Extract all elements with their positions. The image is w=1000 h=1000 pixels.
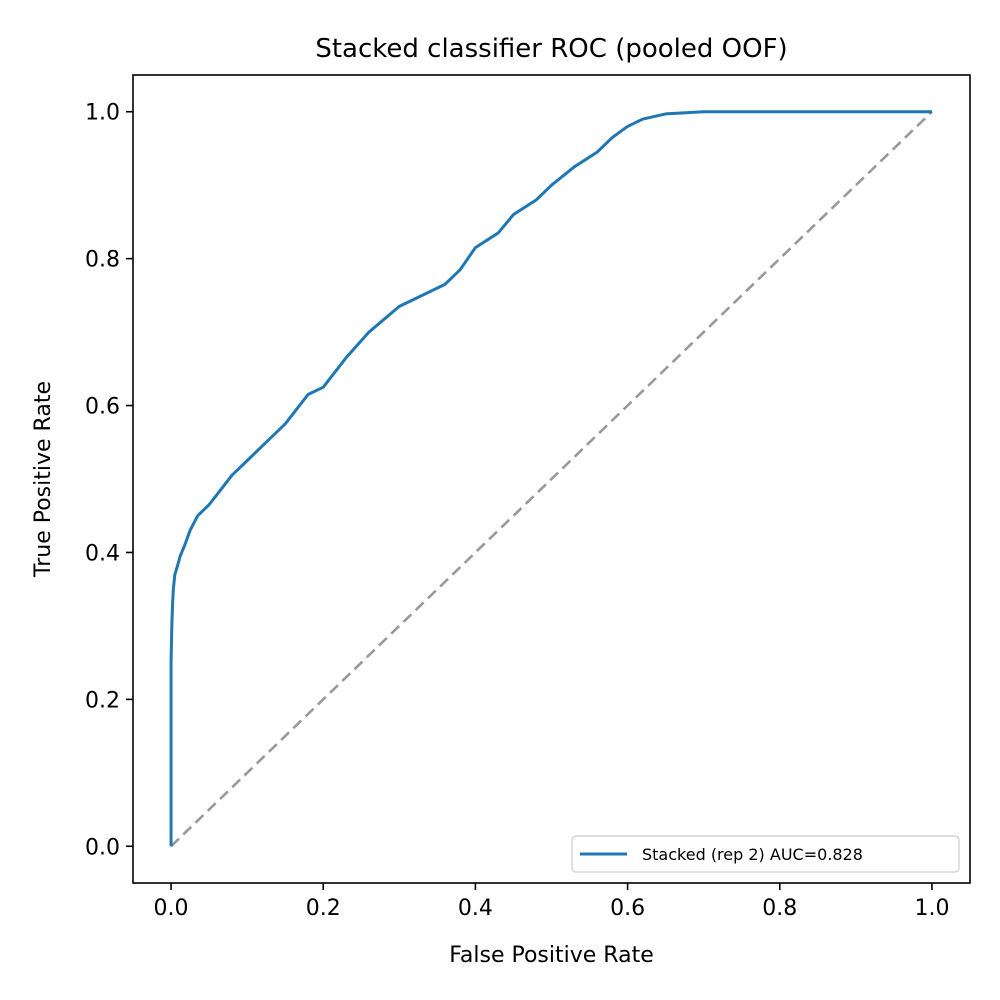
y-tick-label: 0.0 (85, 835, 120, 860)
roc-curve-stacked (169, 110, 932, 847)
x-tick-label: 0.4 (458, 896, 493, 921)
chart-title: Stacked classifier ROC (pooled OOF) (315, 34, 787, 64)
y-axis-label: True Positive Rate (31, 381, 56, 578)
x-tick-label: 1.0 (914, 896, 949, 921)
x-tick-label: 0.8 (762, 896, 797, 921)
legend: Stacked (rep 2) AUC=0.828 (571, 835, 960, 873)
axes-frame (132, 74, 971, 884)
x-axis-label: False Positive Rate (449, 943, 653, 968)
legend-label-stacked: Stacked (rep 2) AUC=0.828 (642, 845, 863, 864)
y-tick-label: 0.8 (85, 248, 120, 273)
axes: 0.0 0.2 0.4 0.6 0.8 1.0 0.0 0.2 0.4 0.6 0.8 1.0 (85, 74, 971, 921)
y-tick-label: 1.0 (85, 101, 120, 126)
plot-area (169, 110, 933, 848)
x-tick-label: 0.6 (610, 896, 645, 921)
y-tick-label: 0.6 (85, 395, 120, 420)
y-tick-label: 0.4 (85, 541, 120, 566)
chance-diagonal-line (170, 110, 933, 848)
x-tick-label: 0.2 (306, 896, 341, 921)
y-tick-label: 0.2 (85, 688, 120, 713)
legend-box (571, 835, 960, 873)
x-tick-label: 0.0 (154, 896, 189, 921)
